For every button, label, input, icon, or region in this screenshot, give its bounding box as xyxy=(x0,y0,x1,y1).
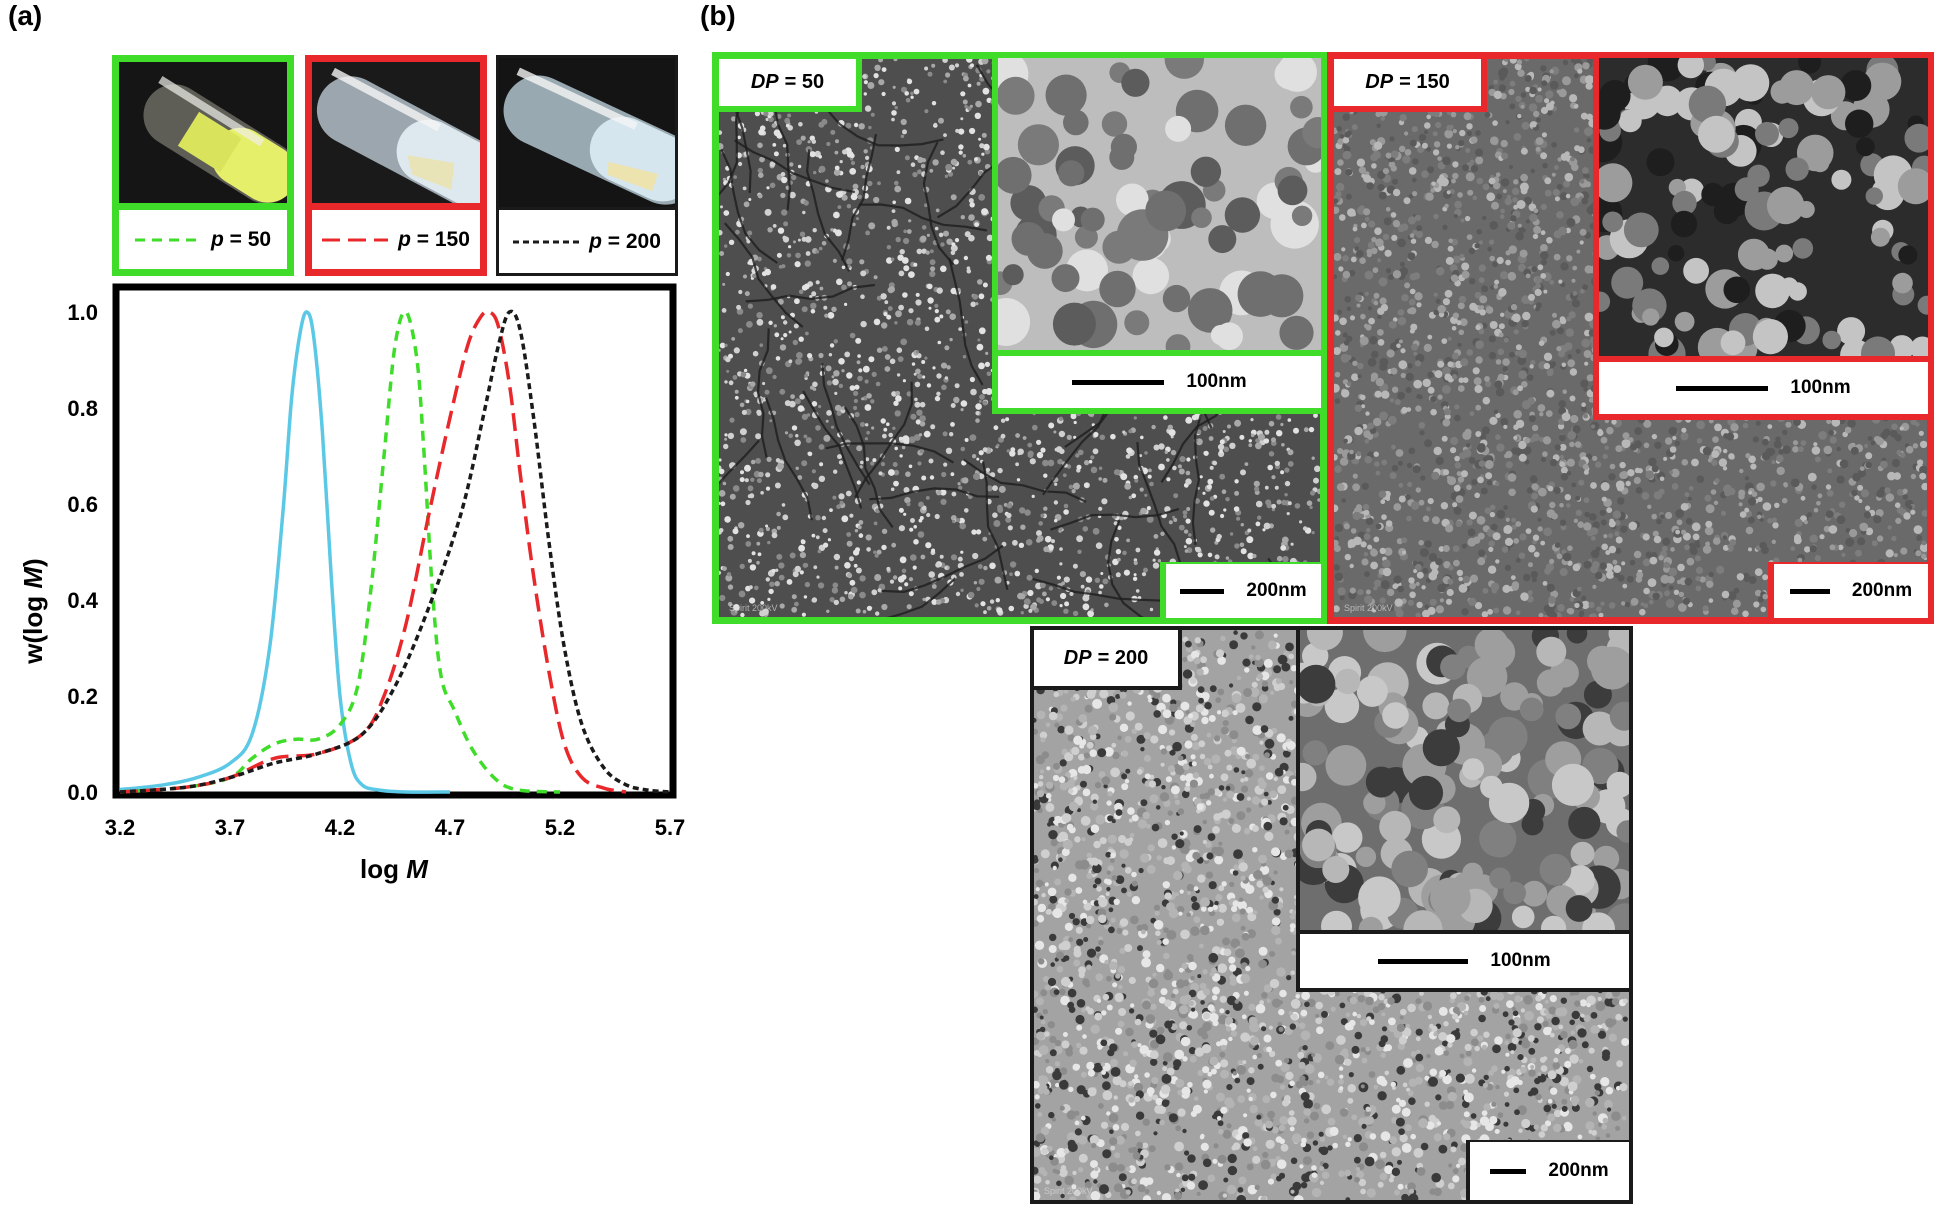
scale-bar-main-50: 200nm xyxy=(1160,562,1327,624)
y-tick-label: 0.6 xyxy=(67,492,98,517)
scale-bar-label: 200nm xyxy=(1548,1160,1609,1181)
dp-symbol: DP xyxy=(750,71,779,93)
panel-a-label: (a) xyxy=(8,0,43,31)
x-tick-label: 5.2 xyxy=(545,815,576,840)
dp-value: = 50 xyxy=(784,71,825,93)
series-line-reference xyxy=(119,310,451,794)
series-line-p200 xyxy=(119,309,671,794)
panel-b-label: (b) xyxy=(700,0,736,31)
scale-bar-line xyxy=(1378,958,1469,964)
scale-bar-label: 100nm xyxy=(1490,950,1551,971)
y-tick-label: 0.0 xyxy=(67,780,98,805)
y-tick-label: 0.2 xyxy=(67,684,98,709)
scale-bar-label: 100nm xyxy=(1186,371,1247,392)
y-tick-label: 0.8 xyxy=(67,396,98,421)
tube-photo-p200 xyxy=(496,55,678,210)
x-tick-label: 4.2 xyxy=(325,815,356,840)
legend-value: = 200 xyxy=(601,229,661,253)
legend-entry-p50: p = 50 xyxy=(112,210,294,276)
scale-bar-main-150: 200nm xyxy=(1768,562,1934,624)
scale-bar-main-200: 200nm xyxy=(1466,1140,1633,1204)
tube-photo-p50 xyxy=(112,55,294,210)
scale-bar-line xyxy=(1490,1168,1527,1174)
chart-frame xyxy=(112,283,677,799)
scale-bar-label: 200nm xyxy=(1851,580,1913,601)
scale-bar-line xyxy=(1789,588,1830,594)
x-tick-label: 4.7 xyxy=(435,815,466,840)
scale-bar-label: 100nm xyxy=(1790,377,1851,398)
scale-bar-label: 200nm xyxy=(1246,580,1307,601)
gpc-chart: 0.0 0.2 0.4 0.6 0.8 1.0 3.2 3.7 4.2 4.7 5.2 5.7 w(… xyxy=(18,283,686,884)
y-tick-label: 1.0 xyxy=(67,300,98,325)
dp-tag-200: DP = 200 xyxy=(1030,626,1182,690)
dp-symbol: DP xyxy=(1365,71,1394,93)
legend-value: = 50 xyxy=(223,227,272,251)
scale-bar-inset-50: 100nm xyxy=(992,356,1327,414)
legend-line-p150 xyxy=(322,238,389,241)
x-tick-label: 3.2 xyxy=(105,815,136,840)
scale-bar-line xyxy=(1180,588,1225,594)
scale-bar-inset-200: 100nm xyxy=(1296,934,1633,992)
y-tick-label: 0.4 xyxy=(67,588,98,613)
dp-tag-50: DP = 50 xyxy=(712,52,862,112)
tube-photo-p150 xyxy=(305,55,487,210)
legend-symbol: p xyxy=(398,227,411,251)
legend-value: = 150 xyxy=(410,227,470,251)
sem-inset-dp200 xyxy=(1296,626,1633,934)
legend-entry-p150: p = 150 xyxy=(305,210,487,276)
series-line-p50 xyxy=(119,310,561,794)
dp-value: = 150 xyxy=(1399,71,1450,93)
sem-inset-dp50 xyxy=(992,52,1327,356)
instrument-stamp: Spirit 200kV xyxy=(1044,1186,1093,1196)
instrument-stamp: Spirit 200kV xyxy=(1344,603,1393,613)
legend-entry-p200: p = 200 xyxy=(496,210,678,276)
x-tick-label: 5.7 xyxy=(655,815,686,840)
legend-symbol: p xyxy=(589,229,602,253)
x-tick-label: 3.7 xyxy=(215,815,246,840)
y-axis-label: w(log M) xyxy=(18,558,48,664)
legend-line-p50 xyxy=(134,238,201,241)
instrument-stamp: Spirit 200kV xyxy=(729,603,778,613)
legend-symbol: p xyxy=(210,227,224,251)
dp-tag-150: DP = 150 xyxy=(1327,52,1487,112)
x-axis-label: log M xyxy=(360,854,429,884)
dp-value: = 200 xyxy=(1097,646,1149,669)
scale-bar-line xyxy=(1072,379,1165,385)
legend-line-p200 xyxy=(513,240,580,243)
sem-inset-dp150 xyxy=(1593,52,1934,362)
scale-bar-line xyxy=(1676,385,1769,391)
dp-symbol: DP xyxy=(1063,646,1092,669)
scale-bar-inset-150: 100nm xyxy=(1593,362,1934,420)
